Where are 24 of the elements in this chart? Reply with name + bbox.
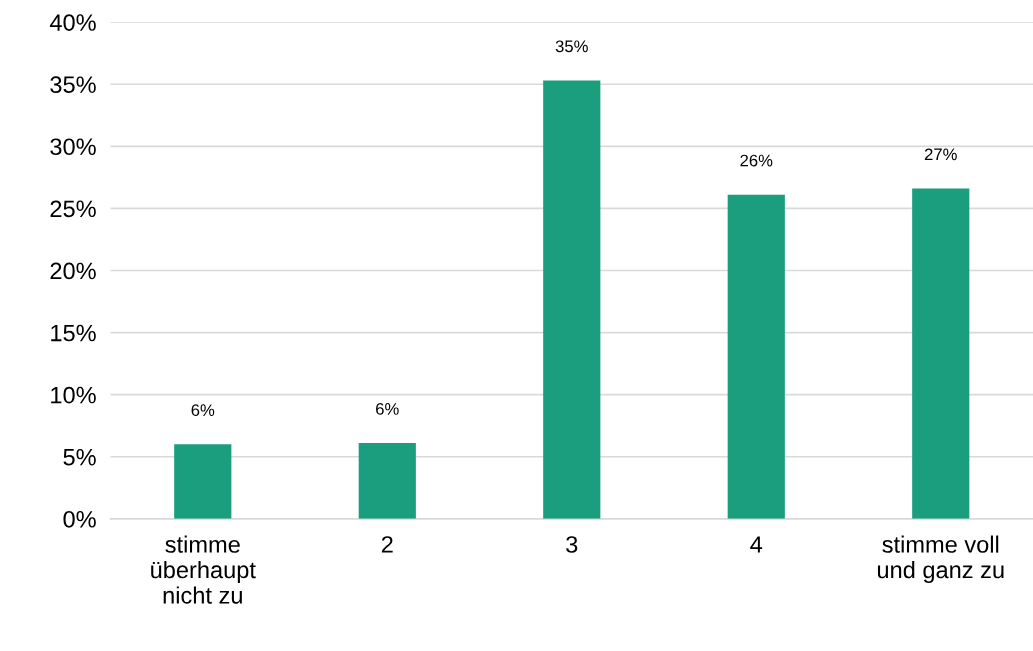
y-tick-label: 15% (51, 324, 96, 342)
bar (358, 443, 416, 519)
y-tick-label: 10% (51, 386, 96, 404)
x-tick-label: 3 (566, 536, 578, 553)
bar (543, 80, 601, 519)
x-tick-label: 2 (381, 536, 393, 553)
data-label: 35% (555, 40, 588, 53)
data-label: 27% (924, 148, 957, 161)
y-tick-label: 30% (50, 138, 96, 156)
y-tick-label: 40% (49, 14, 96, 31)
data-label: 6% (191, 404, 215, 417)
x-tick-label: 4 (750, 536, 763, 553)
bar (174, 444, 232, 519)
y-tick-label: 25% (50, 200, 96, 218)
y-tick-label: 5% (63, 448, 96, 466)
x-tick-label: stimme überhaupt nicht zu (151, 535, 256, 604)
y-tick-label: 20% (50, 262, 96, 280)
y-tick-label: 0% (63, 510, 96, 528)
bar (727, 194, 785, 519)
data-label: 26% (740, 154, 773, 167)
bar (912, 188, 970, 519)
y-tick-label: 35% (50, 76, 96, 94)
x-tick-label: stimme voll und ganz zu (877, 535, 1004, 583)
data-label: 6% (376, 403, 399, 415)
